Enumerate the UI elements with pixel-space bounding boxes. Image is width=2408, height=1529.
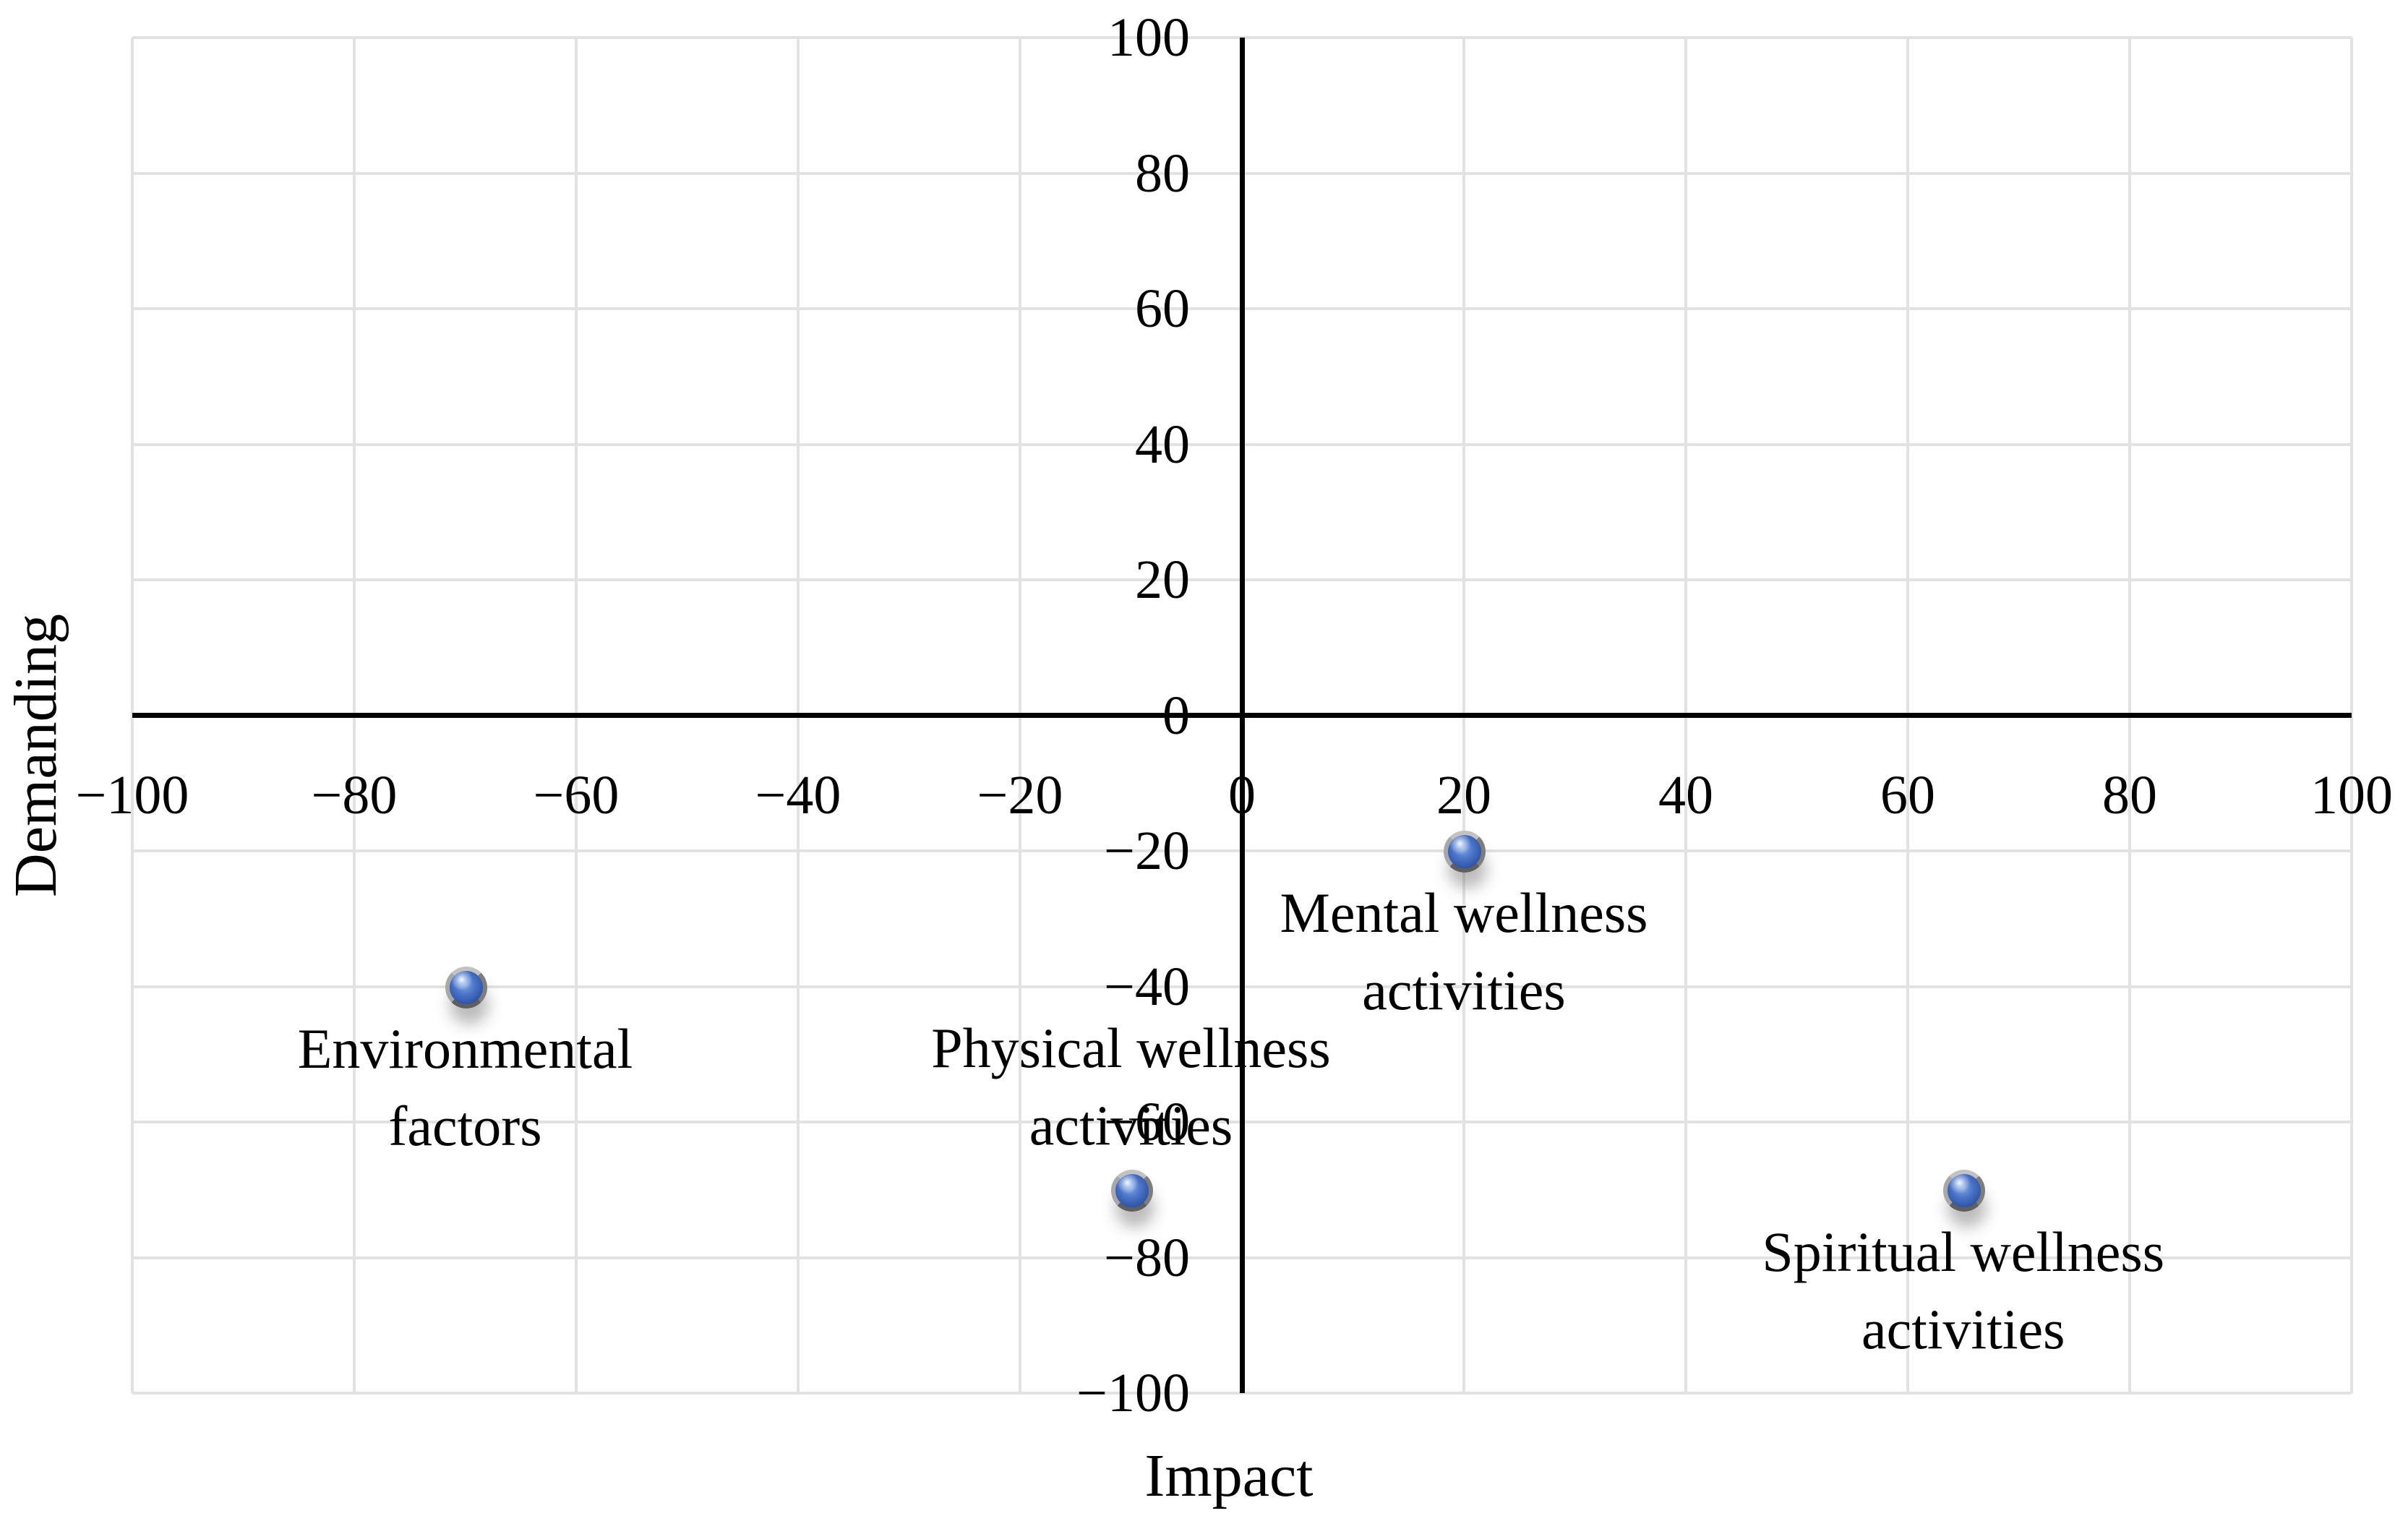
x-tick-label: 60 <box>1880 765 1935 826</box>
data-point-label: Environmental factors <box>297 1016 633 1157</box>
y-tick-label: −60 <box>1104 1092 1190 1152</box>
x-tick-label: 0 <box>1228 765 1256 826</box>
x-tick-label: −20 <box>977 765 1063 826</box>
data-point-label: Mental wellness activities <box>1280 881 1648 1022</box>
data-point-label: Physical wellness activities <box>931 1016 1331 1157</box>
data-point-marker <box>1444 831 1486 873</box>
y-tick-label: −20 <box>1104 821 1190 881</box>
data-point-marker <box>1110 1169 1153 1212</box>
y-tick-label: −100 <box>1076 1363 1190 1423</box>
y-tick-label: 0 <box>1162 685 1190 746</box>
gridline-horizontal <box>132 1392 2352 1395</box>
x-tick-label: −60 <box>533 765 620 826</box>
y-axis-line <box>1239 38 1245 1393</box>
y-tick-label: −40 <box>1104 956 1190 1017</box>
x-tick-label: 40 <box>1658 765 1713 826</box>
y-tick-label: 40 <box>1135 414 1190 475</box>
data-point-marker <box>1942 1169 1985 1212</box>
y-tick-label: −80 <box>1104 1227 1190 1288</box>
x-axis-title: Impact <box>1144 1442 1314 1509</box>
x-tick-label: −80 <box>311 765 398 826</box>
x-tick-label: 20 <box>1436 765 1491 826</box>
y-tick-label: 100 <box>1107 7 1190 68</box>
x-tick-label: −100 <box>75 765 189 826</box>
data-point-marker <box>445 966 487 1008</box>
data-point-label: Spiritual wellness activities <box>1762 1220 2165 1361</box>
y-axis-title: Demanding <box>2 614 69 897</box>
x-tick-label: −40 <box>755 765 841 826</box>
gridline-vertical <box>2350 38 2353 1393</box>
y-tick-label: 20 <box>1135 549 1190 610</box>
x-tick-label: 100 <box>2310 765 2393 826</box>
y-tick-label: 60 <box>1135 278 1190 339</box>
x-tick-label: 80 <box>2102 765 2157 826</box>
y-tick-label: 80 <box>1135 142 1190 204</box>
